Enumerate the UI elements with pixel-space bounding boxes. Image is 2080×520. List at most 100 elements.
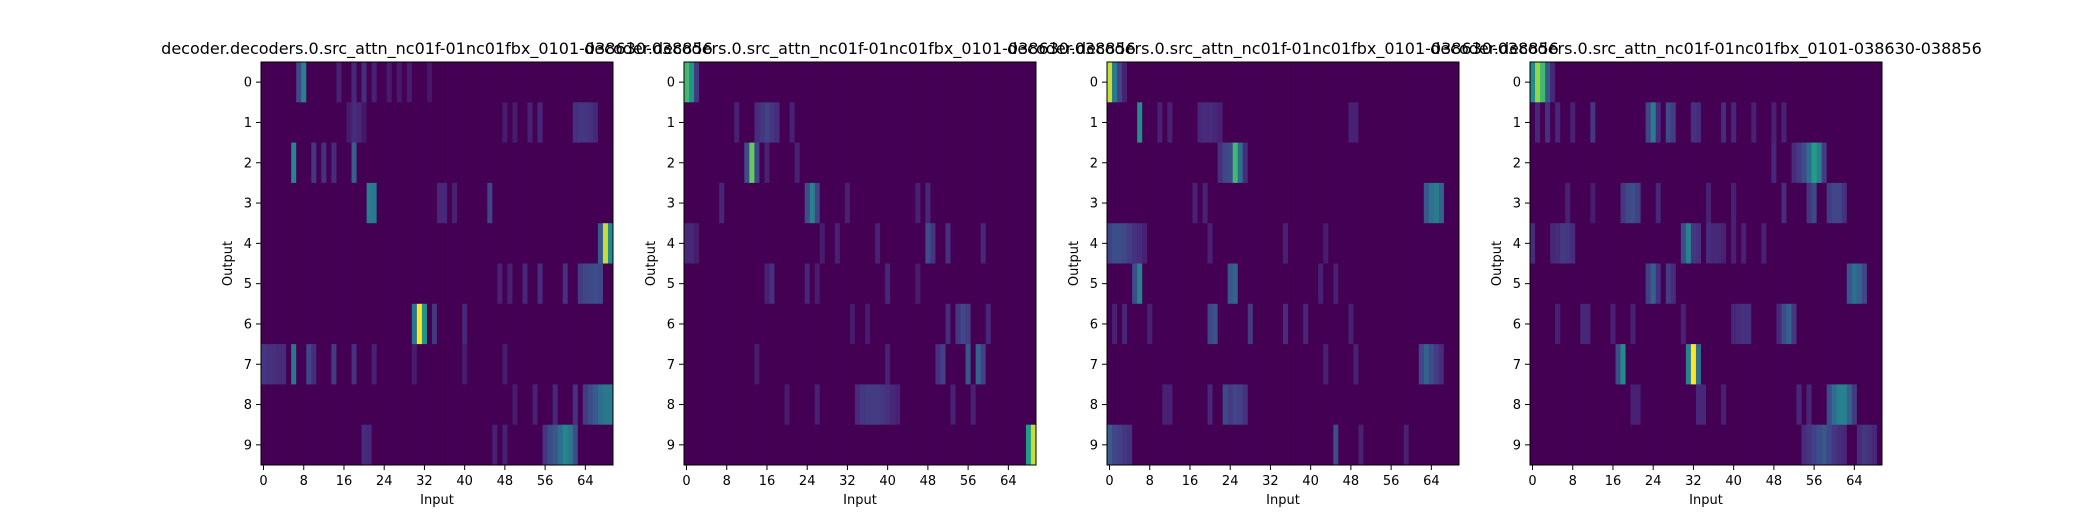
heatmap-cell: [684, 62, 690, 103]
heatmap-cell: [784, 62, 790, 103]
heatmap-cell: [809, 424, 816, 466]
heatmap-cell: [396, 62, 403, 103]
heatmap-cell: [1766, 223, 1772, 264]
heatmap-cell: [381, 102, 388, 143]
heatmap-cell: [331, 344, 337, 385]
heatmap-cell: [1791, 182, 1797, 224]
heatmap-cell: [1212, 142, 1219, 184]
heatmap-cell: [1142, 223, 1148, 264]
x-tick-label: 16: [336, 474, 353, 489]
heatmap-cell: [1000, 424, 1007, 466]
heatmap-cell: [1272, 344, 1279, 385]
heatmap-cell: [925, 182, 931, 224]
heatmap-cell: [1222, 142, 1229, 184]
heatmap-cell: [1690, 223, 1697, 264]
heatmap-cell: [749, 142, 755, 184]
heatmap-cell: [995, 344, 1002, 385]
heatmap-cell: [905, 182, 911, 224]
heatmap-cell: [582, 102, 589, 143]
heatmap-cell: [1721, 142, 1727, 184]
heatmap-cell: [557, 424, 564, 466]
heatmap-cell: [1645, 424, 1652, 466]
heatmap-cell: [975, 102, 982, 143]
heatmap-cell: [1005, 102, 1012, 143]
heatmap-cell: [1746, 424, 1752, 466]
heatmap-cell: [1685, 384, 1692, 426]
heatmap-cell: [371, 223, 378, 264]
heatmap-cell: [814, 223, 821, 264]
heatmap-cell: [1530, 102, 1536, 143]
heatmap-cell: [1388, 384, 1395, 426]
heatmap-cell: [1237, 62, 1244, 103]
heatmap-cell: [452, 303, 458, 345]
heatmap-cell: [557, 223, 564, 264]
heatmap-cell: [1368, 303, 1374, 345]
heatmap-cell: [980, 303, 987, 345]
heatmap-cell: [522, 263, 528, 305]
heatmap-cell: [261, 303, 267, 345]
heatmap-cell: [1403, 142, 1410, 184]
heatmap-cell: [1690, 303, 1697, 345]
heatmap-cell: [1530, 424, 1536, 466]
heatmap-cell: [467, 142, 473, 184]
heatmap-cell: [1866, 303, 1873, 345]
heatmap-cell: [1736, 263, 1742, 305]
heatmap-cell: [452, 424, 458, 466]
heatmap-cell: [316, 384, 322, 426]
heatmap-cell: [1237, 424, 1244, 466]
heatmap-cell: [587, 303, 594, 345]
heatmap-cell: [1716, 182, 1722, 224]
y-axis-label: Output: [1067, 241, 1082, 286]
heatmap-cell: [1142, 263, 1148, 305]
heatmap-cell: [1025, 142, 1032, 184]
heatmap-cell: [1590, 62, 1596, 103]
heatmap-cell: [587, 102, 594, 143]
heatmap-cell: [1025, 344, 1032, 385]
heatmap-cell: [870, 263, 876, 305]
heatmap-cell: [1172, 62, 1178, 103]
heatmap-cell: [291, 62, 297, 103]
heatmap-cell: [1595, 384, 1601, 426]
heatmap-cell: [1721, 384, 1727, 426]
heatmap-cell: [1776, 344, 1782, 385]
heatmap-cell: [482, 102, 488, 143]
heatmap-cell: [804, 303, 811, 345]
heatmap-cell: [366, 344, 373, 385]
heatmap-cell: [1700, 182, 1707, 224]
heatmap-cell: [492, 424, 498, 466]
heatmap-cell: [276, 142, 282, 184]
heatmap-cell: [1247, 344, 1254, 385]
heatmap-cell: [1791, 303, 1797, 345]
heatmap-cell: [1550, 182, 1556, 224]
heatmap-cell: [699, 102, 705, 143]
heatmap-cell: [487, 303, 493, 345]
heatmap-cell: [1117, 102, 1123, 143]
heatmap-cell: [331, 62, 337, 103]
heatmap-cell: [1761, 102, 1767, 143]
heatmap-cell: [1112, 182, 1118, 224]
heatmap-cell: [1262, 263, 1269, 305]
heatmap-cell: [1132, 303, 1138, 345]
heatmap-cell: [754, 263, 760, 305]
heatmap-cell: [1232, 303, 1239, 345]
heatmap-cell: [1685, 223, 1692, 264]
heatmap-cell: [920, 102, 926, 143]
heatmap-cell: [995, 384, 1002, 426]
heatmap-cell: [1000, 303, 1007, 345]
heatmap-cell: [421, 303, 428, 345]
heatmap-cell: [1831, 223, 1838, 264]
heatmap-cell: [431, 303, 438, 345]
heatmap-cell: [1122, 424, 1128, 466]
heatmap-cell: [321, 303, 327, 345]
heatmap-cell: [1247, 102, 1254, 143]
heatmap-cell: [1861, 182, 1868, 224]
heatmap-cell: [860, 424, 866, 466]
heatmap-cell: [1726, 62, 1732, 103]
heatmap-cell: [829, 424, 836, 466]
heatmap-cell: [522, 344, 528, 385]
y-tick-label: 4: [1090, 237, 1098, 252]
heatmap-cell: [326, 62, 332, 103]
heatmap-cell: [266, 62, 272, 103]
heatmap-cell: [366, 182, 373, 224]
heatmap-cell: [1112, 263, 1118, 305]
